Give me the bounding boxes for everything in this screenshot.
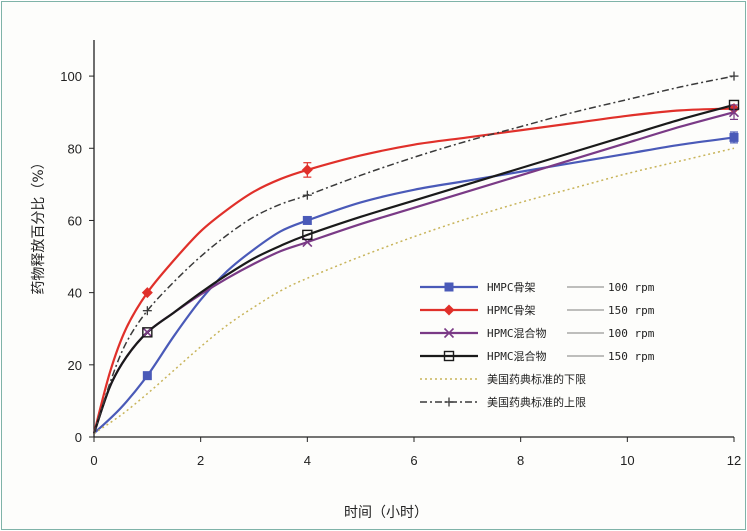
x-tick-label: 10 [620,453,634,468]
series-line-2 [92,111,735,434]
series-line-3 [92,103,735,434]
legend-label-2: HPMC混合物 [487,326,547,340]
legend: HMPC骨架 100 rpm HPMC骨架 150 rpm HPMC混合物 100 rpm… [420,281,655,409]
legend-label-1: HPMC骨架 [487,304,536,317]
series-point-1 [141,287,153,299]
legend-speed-1: 150 rpm [608,304,655,317]
axes: 0 2 4 6 8 10 12 0 20 40 60 80 100 [60,40,741,468]
error-bar-2 [730,104,738,121]
legend-marker-1 [443,304,455,316]
legend-label-4: 美国药典标准的下限 [487,372,586,386]
error-bar-0 [303,162,312,178]
series-line-1 [92,107,735,434]
series-line-5 [93,75,735,434]
y-tick-label: 80 [68,141,82,156]
y-tick-label: 0 [75,430,82,445]
legend-marker-2 [443,327,455,339]
series-point-3 [142,327,153,338]
y-tick-label: 60 [68,213,82,228]
x-tick-label: 8 [517,453,524,468]
legend-label-5: 美国药典标准的上限 [487,395,586,409]
legend-speed-3: 150 rpm [608,350,655,363]
series-markers [141,71,740,381]
error-bar-1 [730,131,738,144]
series-point-0 [302,215,312,225]
y-axis-title: 药物释放百分比（%） [31,155,47,294]
x-tick-label: 4 [304,453,311,468]
x-tick-label: 2 [197,453,204,468]
legend-marker-5 [444,397,454,407]
x-tick-label: 6 [410,453,417,468]
series-lines [92,75,735,435]
x-axis-title: 时间（小时） [344,505,428,521]
legend-speed-0: 100 rpm [608,281,655,294]
series-point-2 [142,327,153,338]
series-point-3 [302,229,313,241]
y-tick-label: 100 [60,69,82,84]
x-tick-label: 12 [727,453,741,468]
series-point-5 [142,306,152,316]
legend-label-0: HMPC骨架 [487,281,536,294]
legend-label-3: HPMC混合物 [487,349,547,363]
series-line-4 [93,147,735,435]
x-tick-label: 0 [90,453,97,468]
series-point-5 [302,190,312,200]
legend-marker-3 [443,350,455,362]
y-tick-label: 40 [68,286,82,301]
y-tick-label: 20 [68,358,82,373]
series-point-5 [729,71,739,81]
series-point-0 [142,371,152,381]
legend-speed-2: 100 rpm [608,327,655,340]
legend-marker-0 [444,282,454,292]
